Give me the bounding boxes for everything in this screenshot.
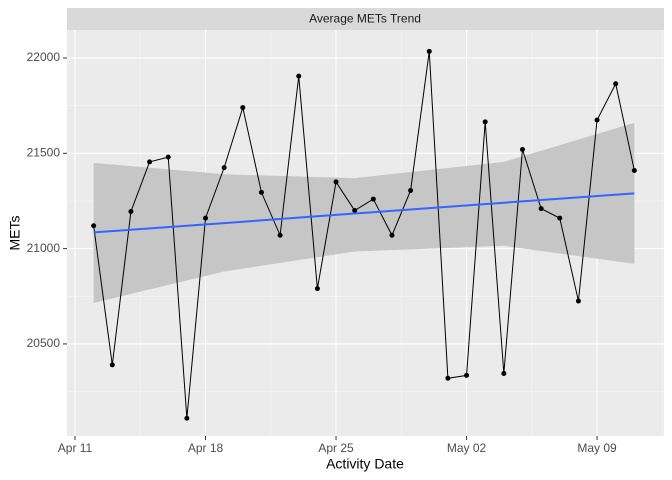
data-point [165, 154, 171, 160]
data-point [258, 189, 264, 195]
data-point [128, 208, 134, 214]
data-point [482, 119, 488, 125]
y-axis-label: METs [7, 216, 23, 251]
y-tick-label: 21000 [27, 241, 61, 255]
y-tick-label: 21500 [27, 145, 61, 159]
x-axis-label: Activity Date [326, 456, 404, 472]
data-point [109, 362, 115, 368]
data-point [333, 179, 339, 185]
data-point [184, 415, 190, 421]
data-point [501, 370, 507, 376]
data-point [91, 223, 97, 229]
data-point [296, 73, 302, 79]
data-point [445, 375, 451, 381]
data-point [314, 286, 320, 292]
chart-title: Average METs Trend [309, 12, 421, 26]
x-tick-label: May 02 [447, 441, 487, 455]
y-tick-label: 20500 [27, 336, 61, 350]
data-point [575, 298, 581, 304]
trend-line [93, 192, 635, 234]
data-point [370, 196, 376, 202]
data-point [613, 81, 619, 87]
x-tick-label: Apr 18 [188, 441, 224, 455]
data-point [557, 215, 563, 221]
x-tick-label: Apr 25 [318, 441, 354, 455]
data-point [594, 117, 600, 123]
data-point [519, 147, 525, 153]
y-tick-label: 22000 [27, 50, 61, 64]
facet-strip [67, 8, 664, 30]
data-point [240, 105, 246, 111]
data-point [631, 167, 637, 173]
data-point [352, 208, 358, 214]
data-point [426, 48, 432, 54]
data-point [221, 165, 227, 171]
data-point [203, 215, 209, 221]
data-point [538, 206, 544, 212]
data-point [408, 187, 414, 193]
data-point [277, 232, 283, 238]
data-point [147, 159, 153, 165]
x-tick-label: Apr 11 [58, 441, 93, 455]
data-point [389, 232, 395, 238]
x-tick-label: May 09 [577, 441, 617, 455]
data-point [464, 372, 470, 378]
data-line [93, 51, 635, 419]
